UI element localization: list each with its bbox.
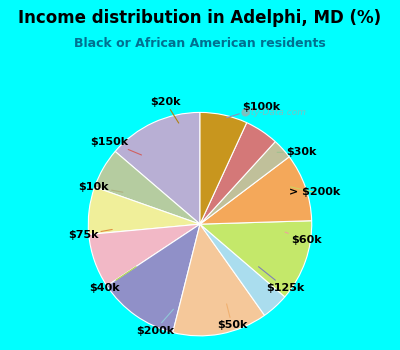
Text: $75k: $75k [68, 230, 112, 240]
Text: Income distribution in Adelphi, MD (%): Income distribution in Adelphi, MD (%) [18, 9, 382, 27]
Text: $30k: $30k [277, 147, 316, 157]
Wedge shape [95, 152, 200, 224]
Text: $20k: $20k [150, 97, 181, 123]
Wedge shape [200, 157, 312, 224]
Wedge shape [115, 112, 200, 224]
Wedge shape [200, 142, 289, 224]
Text: $100k: $100k [226, 102, 280, 118]
Wedge shape [200, 122, 275, 224]
Text: $50k: $50k [217, 304, 247, 330]
Wedge shape [89, 224, 200, 286]
Text: $150k: $150k [90, 137, 142, 155]
Wedge shape [88, 187, 200, 234]
Wedge shape [173, 224, 264, 336]
Wedge shape [200, 224, 285, 315]
Text: $200k: $200k [136, 309, 174, 336]
Wedge shape [107, 224, 200, 332]
Wedge shape [200, 221, 312, 297]
Text: $125k: $125k [258, 267, 304, 293]
Text: $60k: $60k [285, 232, 322, 245]
Text: $40k: $40k [89, 267, 136, 293]
Wedge shape [200, 112, 247, 224]
Text: > $200k: > $200k [289, 187, 340, 197]
Text: City-Data.com: City-Data.com [242, 108, 306, 117]
Text: $10k: $10k [78, 182, 123, 192]
Text: Black or African American residents: Black or African American residents [74, 37, 326, 50]
